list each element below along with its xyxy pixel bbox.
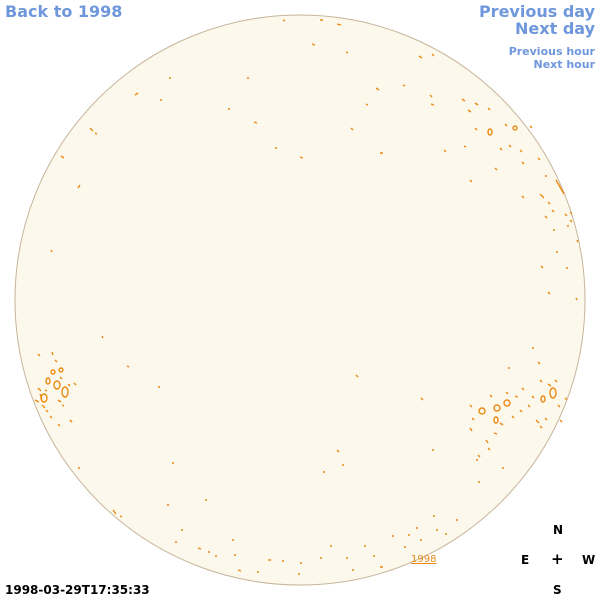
- compass-south: S: [553, 583, 562, 597]
- active-region-north-east: [461, 98, 573, 223]
- active-region-west-limb: [34, 351, 77, 427]
- sun-disk: [14, 14, 586, 586]
- next-hour-link[interactable]: Next hour: [533, 58, 596, 71]
- compass-west: W: [582, 553, 596, 567]
- previous-day-link[interactable]: Previous day: [478, 2, 595, 21]
- compass-north: N: [553, 523, 564, 537]
- compass-center: +: [551, 550, 564, 568]
- compass-east: E: [521, 553, 530, 567]
- previous-hour-link[interactable]: Previous hour: [508, 45, 595, 58]
- year-link[interactable]: 1998: [411, 554, 437, 565]
- active-regions: [34, 19, 579, 575]
- scattered-features: [50, 19, 579, 575]
- back-to-year-link[interactable]: Back to 1998: [5, 2, 123, 21]
- next-day-link[interactable]: Next day: [515, 19, 595, 38]
- observation-timestamp: 1998-03-29T17:35:33: [5, 583, 150, 597]
- active-region-east: [469, 379, 568, 458]
